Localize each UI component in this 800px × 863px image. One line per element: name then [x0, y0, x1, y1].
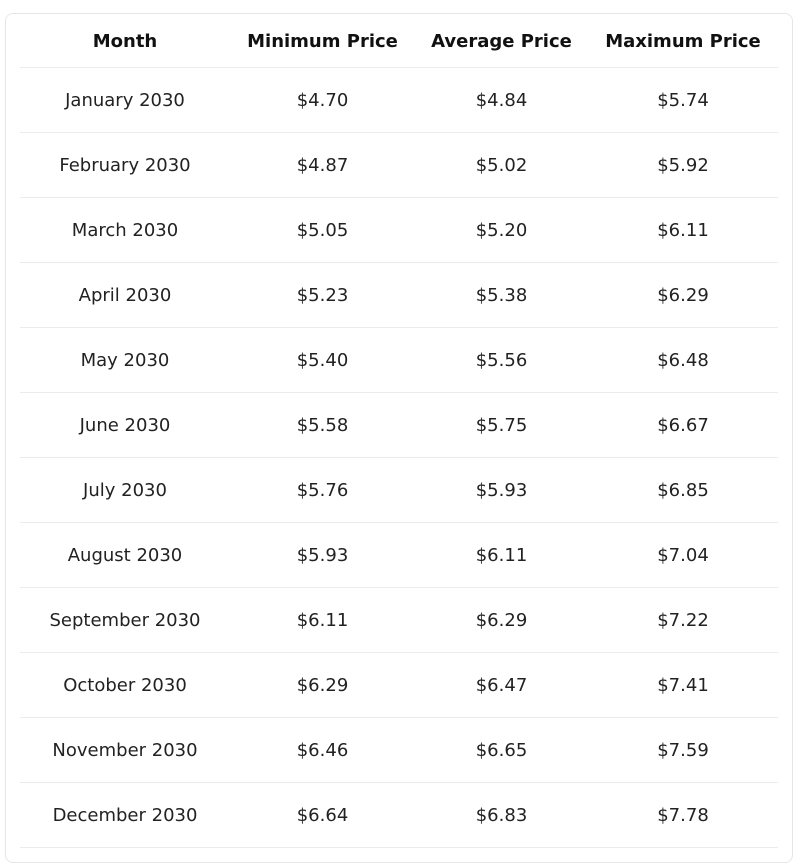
price-cell: $5.05: [230, 197, 415, 263]
price-cell: $7.22: [588, 587, 778, 653]
table-body: January 2030 $4.70 $4.84 $5.74 February 2030…: [20, 67, 778, 848]
price-cell: $7.59: [588, 717, 778, 783]
price-cell: $6.48: [588, 327, 778, 393]
month-cell: September 2030: [20, 587, 230, 653]
month-cell: May 2030: [20, 327, 230, 393]
price-cell: $5.23: [230, 262, 415, 328]
price-cell: $6.11: [230, 587, 415, 653]
price-cell: $5.58: [230, 392, 415, 458]
table-row: August 2030 $5.93 $6.11 $7.04: [20, 522, 778, 588]
table-row: July 2030 $5.76 $5.93 $6.85: [20, 457, 778, 523]
month-cell: November 2030: [20, 717, 230, 783]
price-table: Month Minimum Price Average Price Maximum P…: [20, 14, 778, 848]
price-cell: $6.29: [415, 587, 588, 653]
price-cell: $6.11: [415, 522, 588, 588]
table-row: November 2030 $6.46 $6.65 $7.59: [20, 717, 778, 783]
table-row: December 2030 $6.64 $6.83 $7.78: [20, 782, 778, 848]
price-cell: $6.47: [415, 652, 588, 718]
month-cell: August 2030: [20, 522, 230, 588]
price-cell: $6.46: [230, 717, 415, 783]
month-cell: July 2030: [20, 457, 230, 523]
column-header: Month: [20, 14, 230, 68]
price-cell: $5.20: [415, 197, 588, 263]
price-cell: $7.78: [588, 782, 778, 848]
price-cell: $4.87: [230, 132, 415, 198]
price-cell: $4.84: [415, 67, 588, 133]
column-header: Average Price: [415, 14, 588, 68]
header-row: Month Minimum Price Average Price Maximum P…: [20, 14, 778, 68]
price-cell: $5.56: [415, 327, 588, 393]
price-cell: $5.93: [230, 522, 415, 588]
price-cell: $5.76: [230, 457, 415, 523]
price-cell: $6.11: [588, 197, 778, 263]
month-cell: October 2030: [20, 652, 230, 718]
price-cell: $5.93: [415, 457, 588, 523]
month-cell: February 2030: [20, 132, 230, 198]
price-cell: $6.65: [415, 717, 588, 783]
table-row: April 2030 $5.23 $5.38 $6.29: [20, 262, 778, 328]
column-header: Minimum Price: [230, 14, 415, 68]
column-header: Maximum Price: [588, 14, 778, 68]
price-cell: $5.75: [415, 392, 588, 458]
price-cell: $6.83: [415, 782, 588, 848]
month-cell: December 2030: [20, 782, 230, 848]
price-cell: $5.92: [588, 132, 778, 198]
price-cell: $5.38: [415, 262, 588, 328]
price-cell: $7.41: [588, 652, 778, 718]
price-cell: $6.85: [588, 457, 778, 523]
price-cell: $5.74: [588, 67, 778, 133]
price-cell: $6.29: [230, 652, 415, 718]
month-cell: March 2030: [20, 197, 230, 263]
price-cell: $5.40: [230, 327, 415, 393]
price-cell: $6.67: [588, 392, 778, 458]
table-row: May 2030 $5.40 $5.56 $6.48: [20, 327, 778, 393]
table-row: June 2030 $5.58 $5.75 $6.67: [20, 392, 778, 458]
table-row: October 2030 $6.29 $6.47 $7.41: [20, 652, 778, 718]
month-cell: January 2030: [20, 67, 230, 133]
price-cell: $5.02: [415, 132, 588, 198]
price-cell: $6.29: [588, 262, 778, 328]
price-cell: $7.04: [588, 522, 778, 588]
table-row: September 2030 $6.11 $6.29 $7.22: [20, 587, 778, 653]
table-row: February 2030 $4.87 $5.02 $5.92: [20, 132, 778, 198]
table-card: Month Minimum Price Average Price Maximum P…: [5, 13, 793, 863]
price-cell: $6.64: [230, 782, 415, 848]
table-header: Month Minimum Price Average Price Maximum P…: [20, 14, 778, 68]
month-cell: April 2030: [20, 262, 230, 328]
month-cell: June 2030: [20, 392, 230, 458]
table-row: January 2030 $4.70 $4.84 $5.74: [20, 67, 778, 133]
price-cell: $4.70: [230, 67, 415, 133]
table-row: March 2030 $5.05 $5.20 $6.11: [20, 197, 778, 263]
